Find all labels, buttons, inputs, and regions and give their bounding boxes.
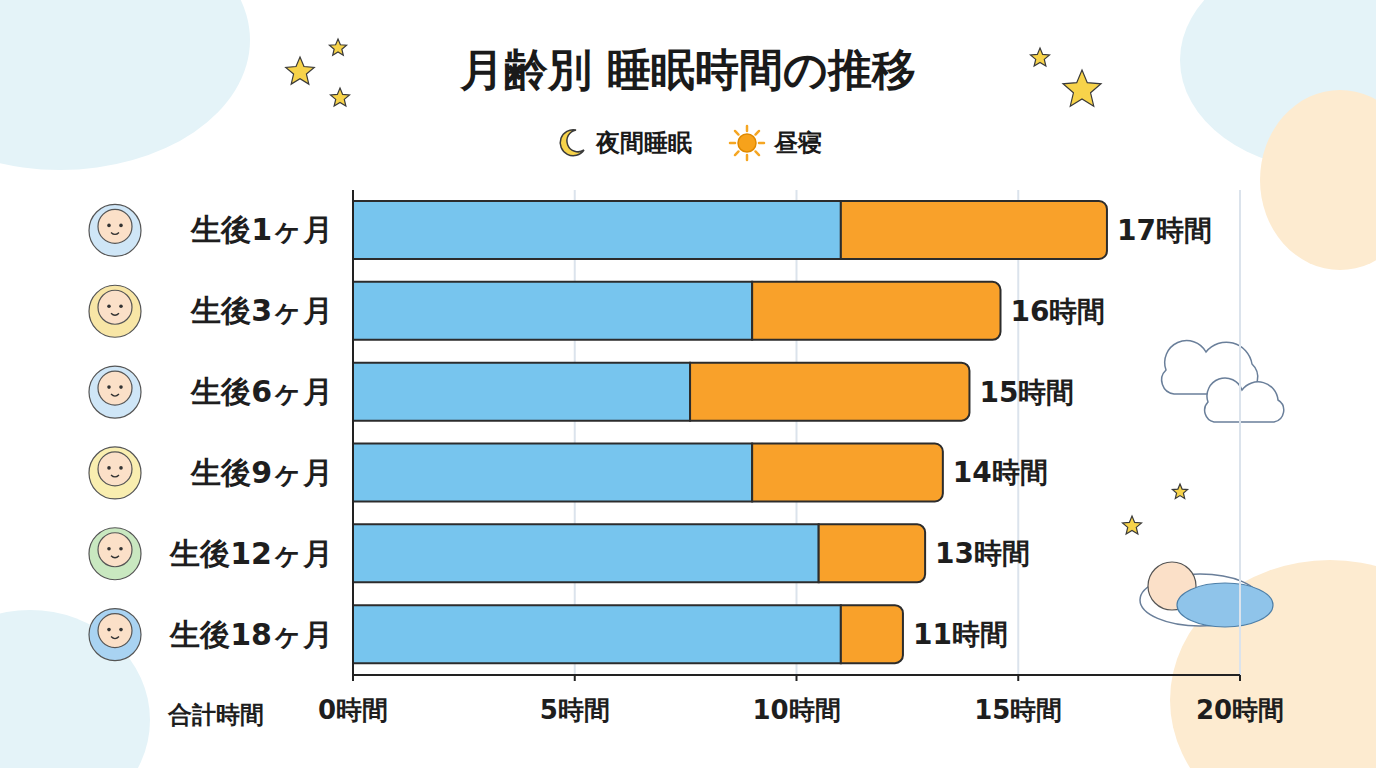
- svg-text:16時間: 16時間: [1011, 295, 1106, 328]
- svg-text:15時間: 15時間: [974, 695, 1062, 725]
- svg-text:11時間: 11時間: [913, 618, 1008, 651]
- svg-text:14時間: 14時間: [953, 456, 1048, 489]
- svg-text:20時間: 20時間: [1196, 695, 1284, 725]
- html-text:昼寝: 昼寝: [774, 129, 822, 157]
- svg-text:生後3ヶ月: 生後3ヶ月: [190, 293, 333, 328]
- svg-text:13時間: 13時間: [935, 537, 1030, 570]
- svg-text:0時間: 0時間: [318, 695, 388, 725]
- svg-text:生後1ヶ月: 生後1ヶ月: [190, 212, 333, 247]
- svg-text:生後18ヶ月: 生後18ヶ月: [169, 617, 333, 652]
- svg-text:15時間: 15時間: [979, 376, 1074, 409]
- svg-text:生後9ヶ月: 生後9ヶ月: [190, 455, 333, 490]
- svg-text:10時間: 10時間: [752, 695, 840, 725]
- html-text:月齢別 睡眠時間の推移: 月齢別 睡眠時間の推移: [459, 44, 917, 95]
- svg-text:生後6ヶ月: 生後6ヶ月: [190, 374, 333, 409]
- html-text:合計時間: 合計時間: [168, 701, 264, 729]
- svg-text:生後12ヶ月: 生後12ヶ月: [169, 536, 333, 571]
- svg-text:17時間: 17時間: [1117, 214, 1212, 247]
- svg-text:5時間: 5時間: [540, 695, 610, 725]
- html-text:夜間睡眠: 夜間睡眠: [596, 129, 692, 157]
